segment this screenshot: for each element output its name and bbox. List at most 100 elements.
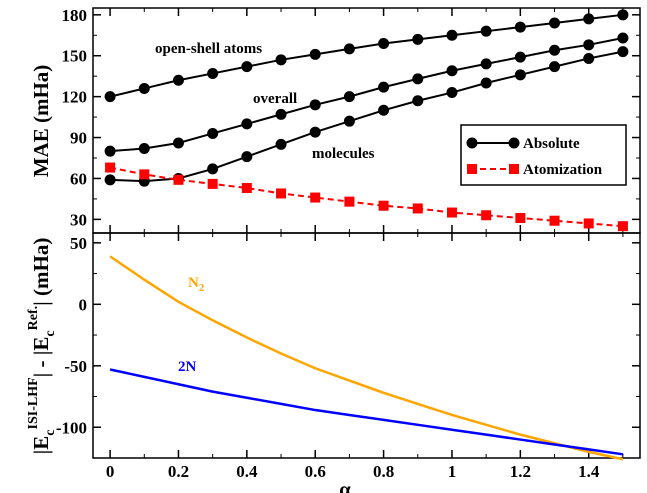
data-point — [310, 192, 321, 203]
data-point — [104, 174, 116, 186]
data-point — [514, 51, 526, 63]
data-point — [378, 37, 390, 49]
data-point — [378, 81, 390, 93]
top-y-tick-label: 180 — [62, 6, 88, 25]
data-point — [276, 188, 287, 199]
data-point — [241, 118, 253, 130]
series-line-0 — [109, 13, 624, 98]
data-point — [241, 61, 253, 73]
annotation-2n: 2N — [178, 359, 197, 375]
data-point — [412, 73, 424, 85]
data-point — [549, 215, 560, 226]
data-point — [172, 74, 184, 86]
data-point — [343, 43, 355, 55]
bottom-y-tick-label: -50 — [64, 357, 87, 376]
data-point — [481, 210, 492, 221]
data-point — [241, 183, 252, 193]
data-point — [617, 221, 628, 232]
data-point — [617, 9, 629, 21]
data-point — [138, 142, 150, 154]
top-y-tick-label: 120 — [62, 88, 88, 107]
data-point — [412, 95, 424, 107]
data-point — [207, 67, 219, 79]
legend-atomization-label: Atomization — [523, 162, 603, 178]
top-y-tick-label: 150 — [62, 47, 88, 66]
data-point — [446, 87, 458, 99]
data-point — [378, 104, 390, 116]
x-tick-label: 0 — [106, 462, 115, 481]
data-point — [549, 61, 561, 73]
data-point — [275, 108, 287, 120]
annotation-molecules: molecules — [312, 146, 375, 162]
data-point — [241, 151, 253, 163]
data-point — [104, 91, 116, 103]
data-point — [583, 13, 595, 25]
x-axis: 0 0.2 0.4 0.6 0.8 1 1.2 1.4 — [106, 8, 624, 481]
data-point — [309, 48, 321, 60]
data-point — [514, 69, 526, 81]
legend-absolute-marker-left — [466, 137, 478, 149]
data-point — [309, 126, 321, 138]
series-line-3 — [109, 166, 623, 228]
x-axis-label: α — [339, 477, 351, 493]
data-point — [480, 77, 492, 89]
data-point — [343, 91, 355, 103]
data-point — [446, 65, 458, 77]
data-point — [104, 145, 116, 157]
bottom-y-tick-label: -100 — [56, 418, 87, 437]
series-line-1 — [110, 37, 624, 153]
data-point — [412, 33, 424, 45]
legend-absolute-marker-right — [508, 137, 520, 149]
top-y-axis-label: MAE (mHa) — [29, 65, 53, 178]
x-tick-label: 1.2 — [510, 462, 531, 481]
bottom-series — [109, 255, 624, 461]
data-point — [617, 46, 629, 58]
data-point — [139, 169, 150, 180]
data-point — [105, 162, 116, 173]
bottom-y-axis-label: |EcISI-LHF| - |EcRef.| (mHa) — [26, 238, 58, 455]
x-tick-label: 0.8 — [373, 462, 394, 481]
annotation-open-shell-atoms: open-shell atoms — [155, 41, 262, 57]
top-y-tick-label: 60 — [70, 169, 87, 188]
bottom-y-tick-label: 50 — [70, 234, 87, 253]
series-line-2 — [110, 50, 624, 183]
data-point — [412, 203, 423, 214]
top-series — [104, 9, 629, 232]
data-point — [583, 39, 595, 51]
top-y-tick-label: 90 — [70, 129, 87, 148]
data-point — [583, 218, 594, 229]
legend-atomization-marker-right — [509, 164, 519, 174]
x-tick-label: 0.4 — [236, 462, 258, 481]
legend: Absolute Atomization — [460, 124, 627, 186]
data-point — [344, 196, 355, 207]
legend-absolute-label: Absolute — [523, 136, 580, 152]
data-point — [515, 213, 526, 223]
legend-atomization-marker-left — [467, 164, 477, 174]
data-point — [549, 44, 561, 56]
annotation-n2: N2 — [188, 275, 205, 294]
data-point — [173, 174, 184, 185]
data-point — [480, 58, 492, 70]
data-point — [378, 200, 389, 211]
bottom-axes: 50 0 -50 -100 — [56, 234, 640, 459]
x-tick-label: 1 — [448, 462, 457, 481]
x-tick-label: 0.6 — [305, 462, 326, 481]
data-point — [207, 163, 219, 175]
data-point — [275, 138, 287, 150]
annotation-overall: overall — [253, 91, 297, 107]
data-point — [480, 25, 492, 37]
bottom-series-line-1 — [109, 368, 624, 456]
x-tick-label: 0.2 — [168, 462, 189, 481]
data-point — [514, 21, 526, 33]
bottom-panel-frame — [92, 232, 641, 459]
bottom-series-line-0 — [109, 255, 624, 461]
data-point — [617, 32, 629, 44]
data-point — [138, 82, 150, 94]
top-y-tick-label: 30 — [70, 210, 87, 229]
data-point — [172, 137, 184, 149]
x-tick-label: 1.4 — [578, 462, 600, 481]
data-point — [446, 29, 458, 41]
data-point — [275, 54, 287, 66]
legend-box — [460, 124, 627, 186]
